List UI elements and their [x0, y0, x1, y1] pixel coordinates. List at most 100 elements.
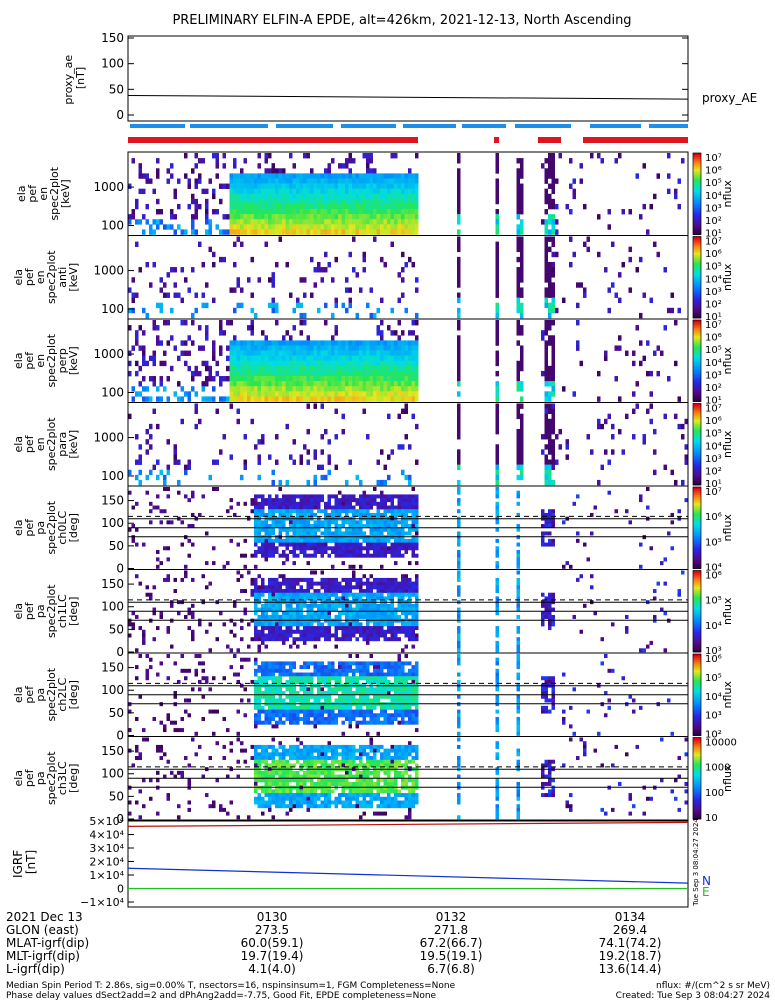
spec-panel-ylabel-line: ch1LC	[56, 594, 69, 628]
spec-cell	[415, 198, 419, 205]
spec-cell	[544, 267, 548, 273]
spec-cell	[597, 251, 601, 258]
spec-cell	[457, 153, 461, 159]
spec-cell	[338, 622, 342, 627]
spec-cell	[247, 391, 251, 397]
spec-cell	[369, 589, 373, 594]
spec-cell	[289, 622, 293, 627]
spec-cell	[145, 312, 149, 319]
spec-cell	[551, 360, 555, 367]
spec-cell	[271, 302, 275, 309]
colorbar-stripe	[693, 629, 701, 633]
spec-cell	[548, 538, 552, 543]
spec-cell	[369, 193, 373, 200]
spec-cell	[541, 622, 545, 627]
spec-cell	[317, 538, 321, 543]
spec-cell	[310, 168, 314, 174]
spec-cell	[229, 183, 233, 189]
spec-cell	[212, 340, 216, 346]
spec-cell	[404, 203, 408, 210]
spec-cell	[313, 498, 317, 503]
spec-cell	[369, 527, 373, 532]
spec-cell	[516, 340, 520, 346]
spec-cell	[345, 581, 349, 586]
colorbar-stripe	[693, 199, 701, 203]
spec-cell	[334, 209, 338, 215]
spec-cell	[303, 173, 307, 179]
spec-cell	[282, 376, 286, 382]
spec-cell	[345, 614, 349, 619]
spec-cell	[229, 350, 233, 356]
spec-cell	[520, 396, 524, 402]
spec-cell	[268, 360, 272, 367]
spec-cell	[383, 553, 387, 558]
spec-cell	[240, 360, 244, 367]
spec-cell	[236, 203, 240, 210]
spec-cell	[457, 644, 461, 649]
spec-cell	[369, 229, 373, 235]
colorbar-stripe	[693, 519, 701, 523]
spec-cell	[278, 527, 282, 532]
spec-cell	[667, 153, 671, 159]
spec-cell	[401, 330, 405, 336]
spec-cell	[145, 396, 149, 402]
spec-cell	[331, 277, 335, 283]
spec-cell	[275, 381, 279, 387]
spec-cell	[544, 396, 548, 402]
spec-cell	[362, 153, 366, 159]
spec-cell	[373, 637, 377, 642]
spec-cell	[404, 614, 408, 619]
spec-cell	[166, 320, 170, 326]
spec-cell	[366, 386, 370, 392]
spec-cell	[366, 209, 370, 215]
spec-cell	[495, 360, 499, 367]
spec-cell	[313, 603, 317, 608]
spec-cell	[674, 479, 678, 486]
colorbar-stripe	[693, 228, 701, 231]
spec-cell	[383, 633, 387, 638]
spec-cell	[306, 214, 310, 220]
spec-cell	[520, 188, 524, 195]
spec-cell	[229, 386, 233, 392]
spec-cell	[170, 335, 174, 341]
spec-cell	[338, 203, 342, 210]
spec-cell	[268, 454, 272, 460]
spec-cell	[415, 538, 419, 543]
spec-cell	[292, 531, 296, 536]
spec-cell	[548, 365, 552, 372]
spec-cell	[278, 542, 282, 547]
spec-cell	[324, 376, 328, 382]
spec-cell	[247, 325, 251, 331]
spec-cell	[516, 637, 520, 642]
spec-cell	[250, 183, 254, 189]
spec-cell	[194, 229, 198, 235]
spec-cell	[348, 564, 352, 569]
spec-cell	[394, 193, 398, 200]
spec-cell	[285, 622, 289, 627]
spec-cell	[173, 661, 177, 666]
colorbar-stripe	[693, 177, 701, 180]
spec-cell	[604, 418, 608, 425]
spec-cell	[544, 219, 548, 225]
spec-cell	[271, 498, 275, 503]
spec-cell	[229, 370, 233, 377]
spec-cell	[625, 509, 629, 514]
spec-cell	[338, 524, 342, 529]
spec-cell	[236, 570, 240, 575]
spec-cell	[401, 585, 405, 590]
spec-cell	[257, 474, 261, 481]
spec-cell	[656, 345, 660, 351]
spec-cell	[359, 173, 363, 179]
spec-cell	[268, 713, 272, 718]
spec-cell	[184, 668, 188, 673]
spec-cell	[327, 494, 331, 499]
spec-cell	[516, 561, 520, 566]
spec-cell	[131, 386, 135, 392]
spec-cell	[264, 614, 268, 619]
spec-cell	[138, 391, 142, 397]
spec-cell	[306, 188, 310, 195]
spec-cell	[352, 585, 356, 590]
spec-cell	[348, 611, 352, 616]
spec-cell	[366, 611, 370, 616]
spec-cell	[394, 542, 398, 547]
